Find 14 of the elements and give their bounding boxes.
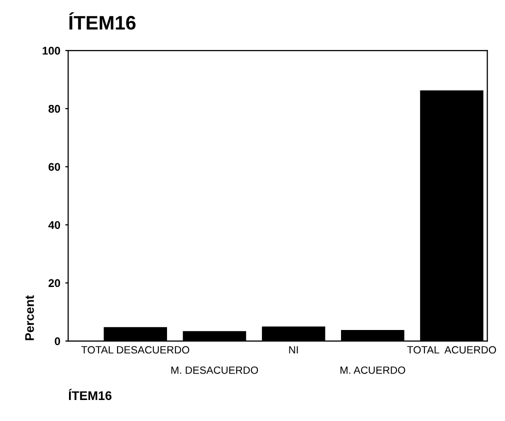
x-tick-label: TOTAL DESACUERDO	[81, 346, 190, 354]
text: ÍTEM16	[68, 388, 112, 400]
y-axis-title: Percent	[25, 295, 34, 340]
y-tick-label: 20	[48, 279, 60, 288]
y-tick-label: 100	[42, 46, 60, 55]
x-tick-label: M. ACUERDO	[340, 366, 406, 374]
y-tick-label: 80	[48, 104, 60, 113]
y-tick-label: 0	[54, 337, 60, 346]
y-tick-label: 60	[48, 162, 60, 171]
y-tick-label: 40	[48, 221, 60, 229]
x-tick-label: TOTAL ACUERDO	[407, 346, 496, 354]
x-tick-label: NI	[289, 346, 298, 354]
chart-title: ÍTEM16	[69, 12, 136, 30]
x-tick-label: M. DESACUERDO	[171, 366, 258, 374]
